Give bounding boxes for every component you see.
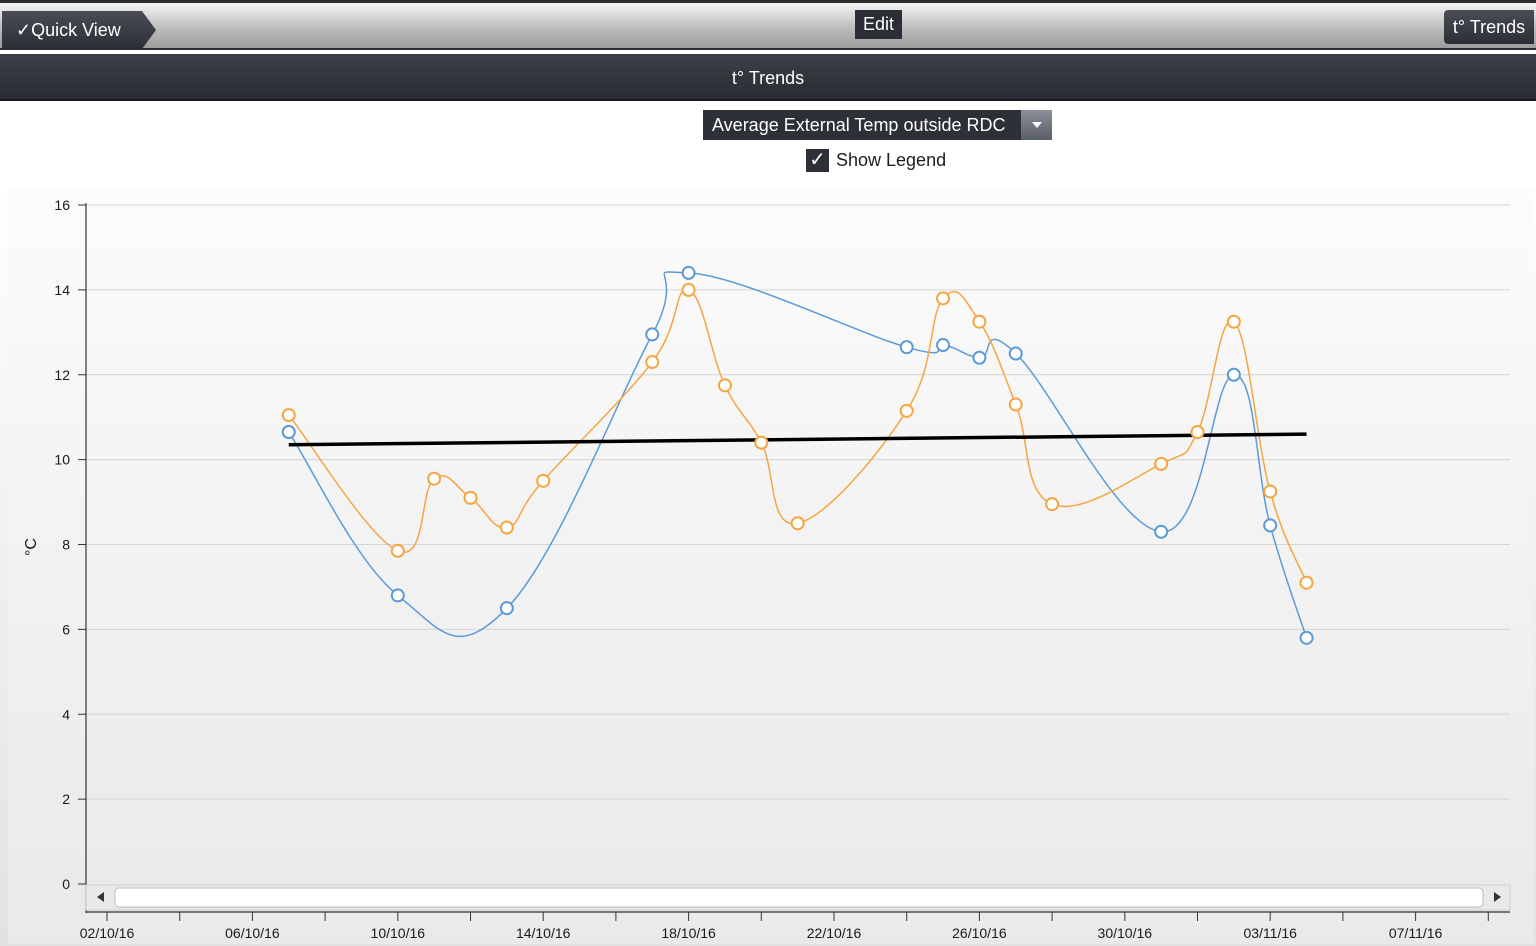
y-axis-title: °C: [23, 538, 40, 556]
x-tick-label: 26/10/16: [952, 925, 1007, 941]
data-point: [499, 601, 514, 616]
scroll-left-icon[interactable]: [97, 892, 104, 902]
y-tick-label: 2: [62, 791, 70, 807]
scroll-right-icon[interactable]: [1494, 892, 1501, 902]
y-tick-label: 0: [62, 876, 70, 892]
data-point: [1154, 456, 1169, 471]
data-point: [899, 403, 914, 418]
data-point: [390, 588, 405, 603]
chevron-down-icon[interactable]: [1021, 110, 1052, 140]
data-point: [1045, 497, 1060, 512]
data-point: [1008, 346, 1023, 361]
data-point: [1226, 314, 1241, 329]
data-point: [936, 291, 951, 306]
data-point: [1263, 484, 1278, 499]
sensor-select-value: Average External Temp outside RDC: [712, 115, 1006, 135]
trends-chart: 0 2 4 6 8 10 12 14 16 °C 02/10/16 06/10/16 10/10/16…: [8, 187, 1534, 944]
data-point: [972, 314, 987, 329]
data-point: [1226, 367, 1241, 382]
data-point: [281, 425, 296, 440]
data-point: [281, 408, 296, 423]
data-point: [936, 338, 951, 353]
x-tick-label: 18/10/16: [661, 925, 716, 941]
x-tick-label: 22/10/16: [807, 925, 862, 941]
data-point: [427, 471, 442, 486]
x-tick-label: 14/10/16: [516, 925, 571, 941]
top-toolbar: ✓Quick View Edit t° Trends: [0, 0, 1536, 50]
data-point: [754, 435, 769, 450]
y-tick-label: 16: [54, 197, 70, 213]
show-legend-checkbox[interactable]: ✓: [806, 149, 829, 172]
data-point: [645, 327, 660, 342]
data-point: [1190, 425, 1205, 440]
x-tick-label: 02/10/16: [80, 925, 135, 941]
y-tick-label: 4: [62, 706, 70, 722]
x-tick-label: 03/11/16: [1243, 925, 1297, 941]
y-axis: 0 2 4 6 8 10 12 14 16 °C: [23, 197, 87, 913]
data-point: [1299, 575, 1314, 590]
grid-lines: [8, 187, 1534, 944]
y-tick-label: 6: [62, 621, 70, 637]
data-point: [717, 378, 732, 393]
x-tick-label: 07/11/16: [1389, 925, 1443, 941]
chart-scrollbar[interactable]: [85, 884, 1511, 911]
data-point: [1154, 524, 1169, 539]
y-tick-label: 8: [62, 537, 70, 553]
y-tick-label: 14: [54, 282, 70, 298]
x-tick-label: 30/10/16: [1098, 925, 1153, 941]
x-axis: 02/10/16 06/10/16 10/10/16 14/10/16 18/10/16…: [80, 911, 1510, 941]
data-point: [790, 516, 805, 531]
sensor-select[interactable]: Average External Temp outside RDC: [703, 110, 1052, 140]
data-point: [390, 543, 405, 558]
tab-trends[interactable]: t° Trends: [1444, 10, 1534, 44]
series-line-2: [288, 432, 1307, 447]
data-point: [972, 350, 987, 365]
data-point: [899, 340, 914, 355]
data-point: [681, 282, 696, 297]
data-point: [499, 520, 514, 535]
data-point: [1299, 630, 1314, 645]
x-tick-label: 06/10/16: [225, 925, 280, 941]
quick-view-button[interactable]: ✓Quick View: [2, 11, 156, 49]
edit-button[interactable]: Edit: [855, 10, 902, 39]
data-point: [681, 265, 696, 280]
plot-background: [8, 187, 1534, 944]
show-legend-label: Show Legend: [836, 150, 947, 170]
data-point: [1008, 397, 1023, 412]
y-tick-label: 10: [54, 452, 70, 468]
data-point: [463, 490, 478, 505]
data-point: [645, 355, 660, 370]
series-markers: [281, 265, 1314, 645]
data-point: [536, 473, 551, 488]
panel-title: t° Trends: [0, 54, 1536, 101]
x-tick-label: 10/10/16: [371, 925, 426, 941]
y-tick-label: 12: [54, 367, 70, 383]
scrollbar-thumb[interactable]: [114, 887, 1484, 908]
data-point: [1263, 518, 1278, 533]
